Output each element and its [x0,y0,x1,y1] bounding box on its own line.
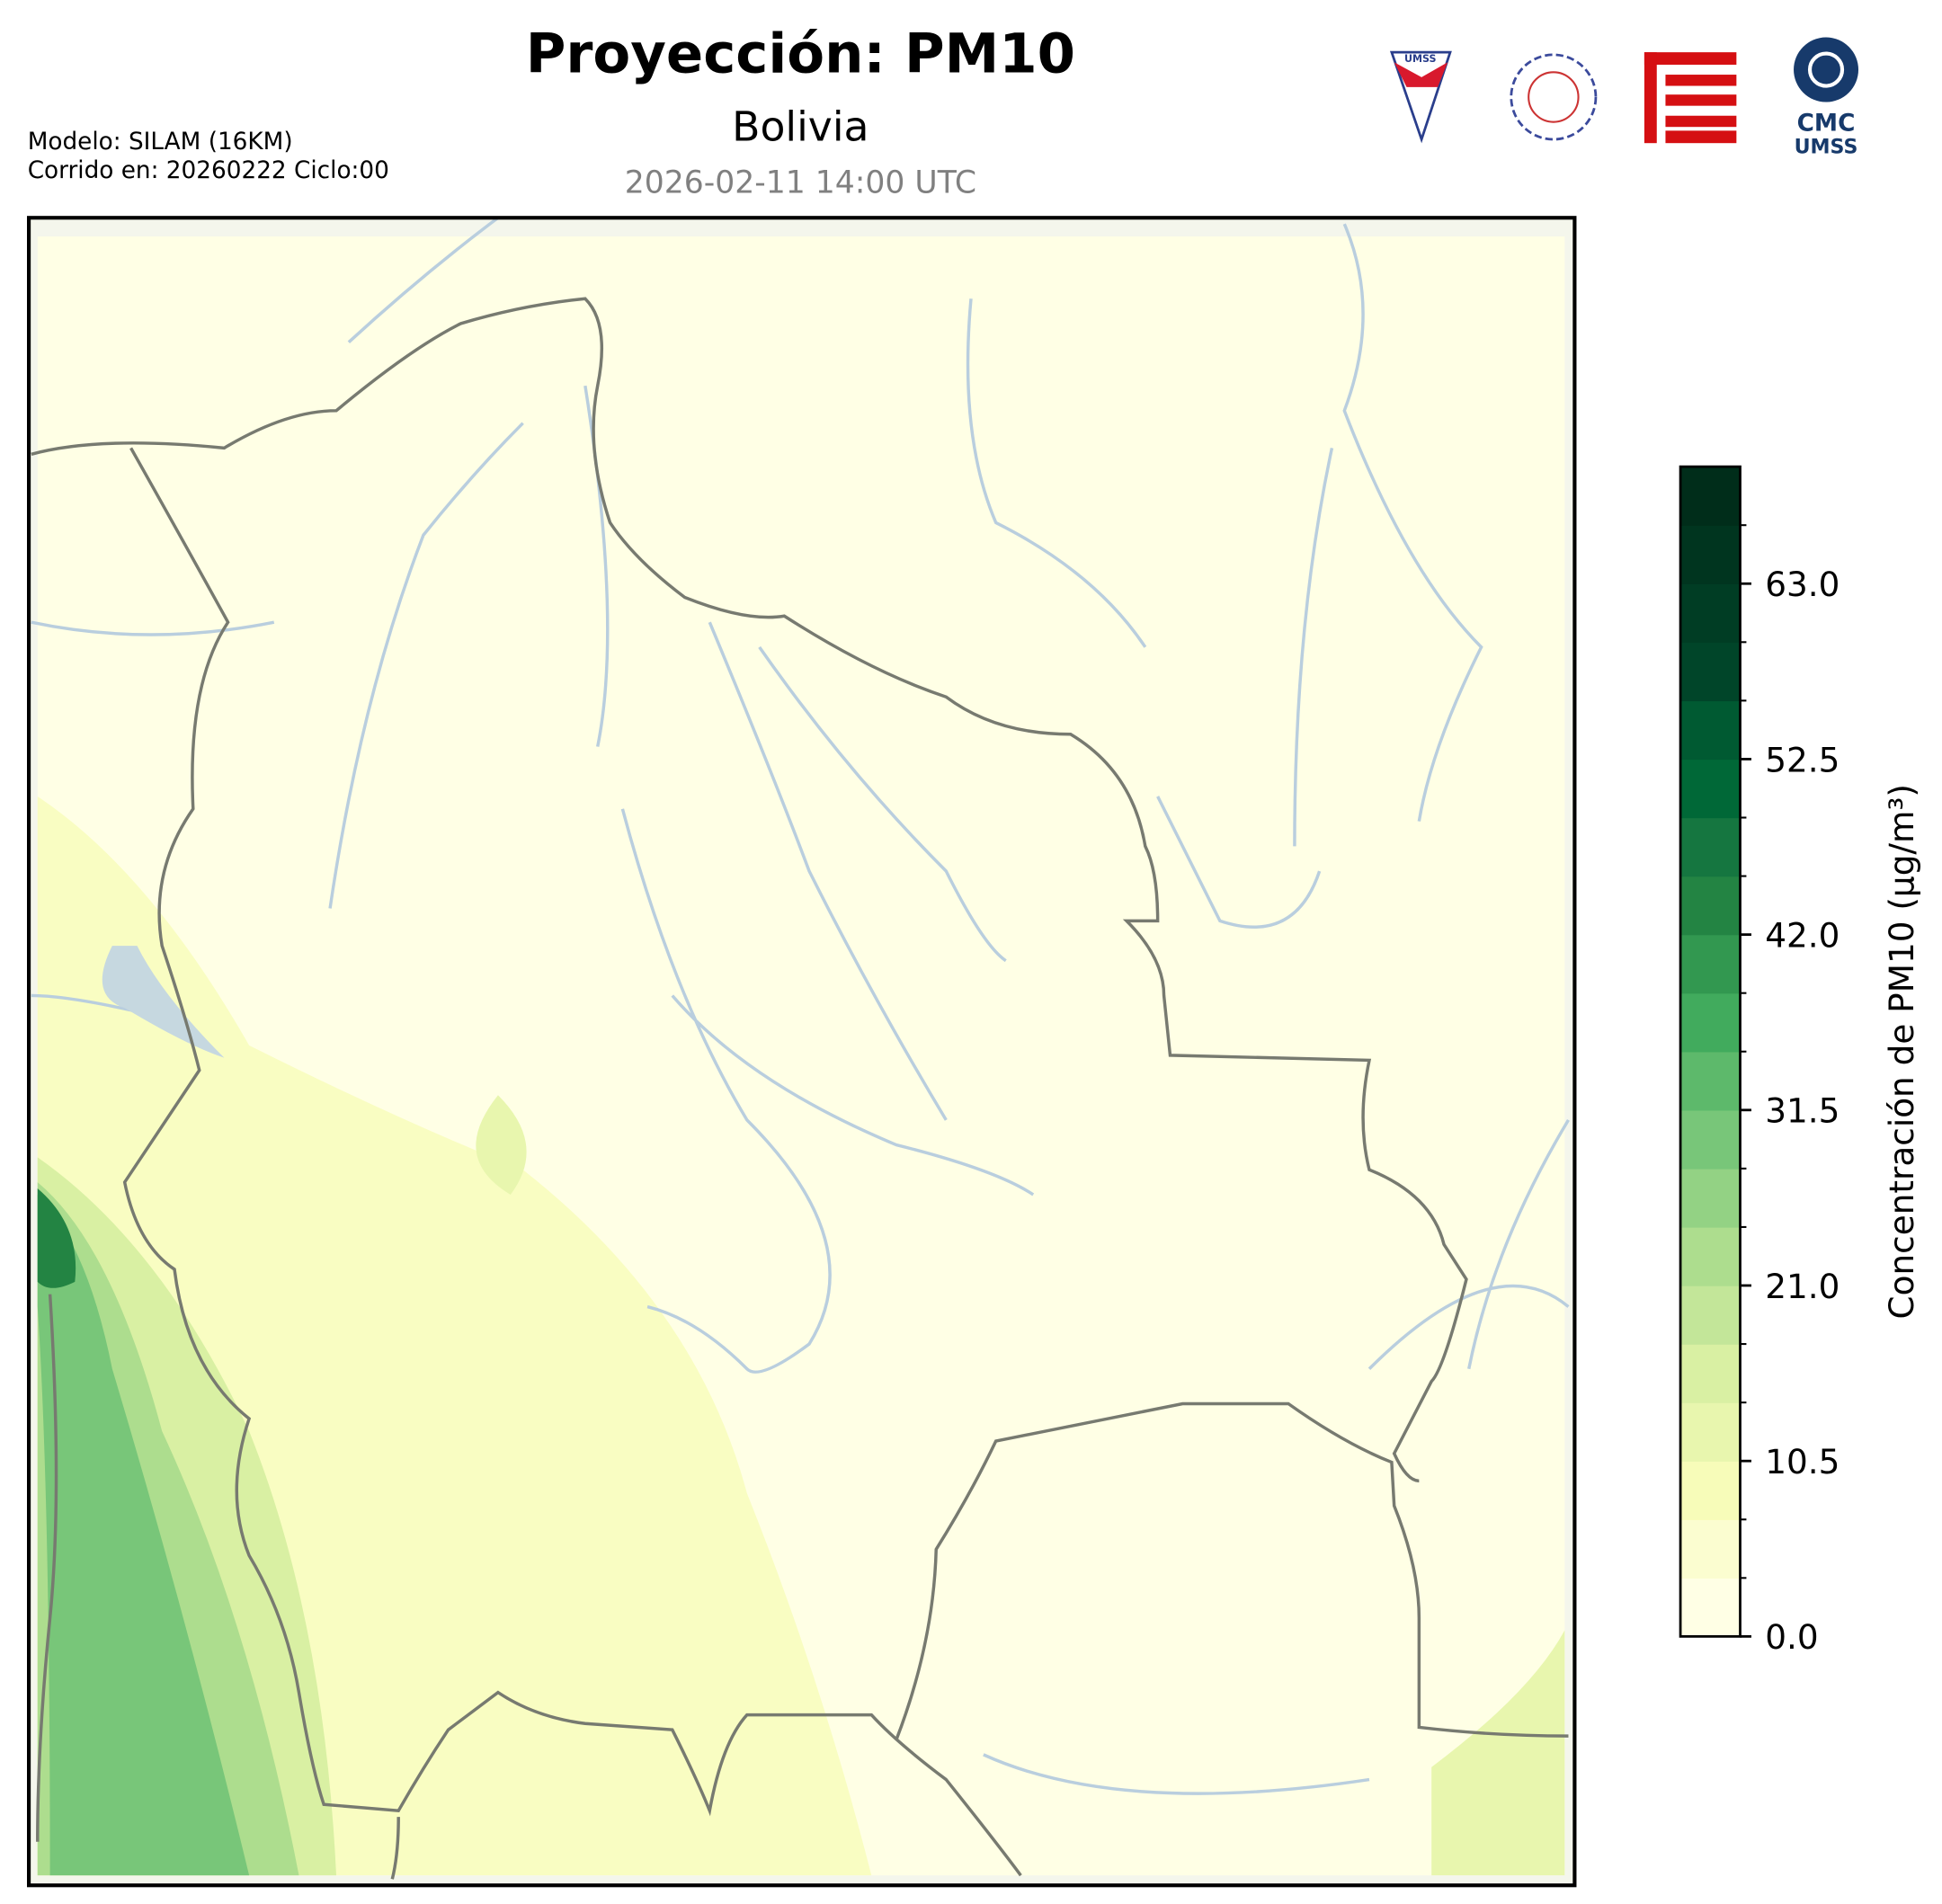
colorbar-segment [1680,642,1741,702]
colorbar-segment [1680,759,1741,819]
colorbar-segment [1680,1578,1741,1638]
colorbar-tick-label: 0.0 [1765,1617,1818,1657]
colorbar-tick-label: 21.0 [1765,1267,1840,1306]
map [26,216,1577,1888]
colorbar: 0.0 10.5 21.0 31.5 42.0 52.5 63.0 Concentración… [1679,465,1921,1657]
logo-text: UMSS [1795,135,1858,158]
colorbar-tick-label: 63.0 [1765,565,1840,604]
colorbar-segment [1680,934,1741,994]
colorbar-segment [1680,525,1741,584]
colorbar-tick-label: 10.5 [1765,1442,1840,1481]
colorbar-label: Concentración de PM10 (µg/m³) [1882,784,1921,1319]
colorbar-tick-label: 31.5 [1765,1091,1840,1131]
colorbar-segment [1680,467,1741,526]
logos: UMSS CMC UMSS [1389,37,1859,158]
date: 2026-02-11 14:00 UTC [625,165,976,201]
colorbar-segment [1680,1344,1741,1403]
colorbar-segment [1680,1168,1741,1228]
colorbar-segment [1680,817,1741,877]
colorbar-segment [1680,876,1741,936]
colorbar-segment [1680,1109,1741,1170]
run: Corrido en: 20260222 Ciclo:00 [28,157,389,184]
colorbar-segment [1680,992,1741,1053]
colorbar-segment [1680,1051,1741,1111]
logo-text: UMSS [1404,53,1436,65]
colorbar-segment [1680,1285,1741,1345]
colorbar-segment [1680,700,1741,761]
colorbar-segment [1680,1461,1741,1520]
model: Modelo: SILAM (16KM) [28,129,293,156]
title: Proyección: PM10 [526,22,1075,85]
subtitle: Bolivia [732,102,869,150]
colorbar-segment [1680,1519,1741,1579]
colorbar-tick-label: 52.5 [1765,740,1840,779]
colorbar-segment [1680,1402,1741,1462]
colorbar-segment [1680,583,1741,643]
colorbar-tick-label: 42.0 [1765,915,1840,955]
colorbar-segment [1680,1226,1741,1286]
logo-text: CMC [1797,110,1856,137]
colorbar-frame [1679,465,1742,1638]
